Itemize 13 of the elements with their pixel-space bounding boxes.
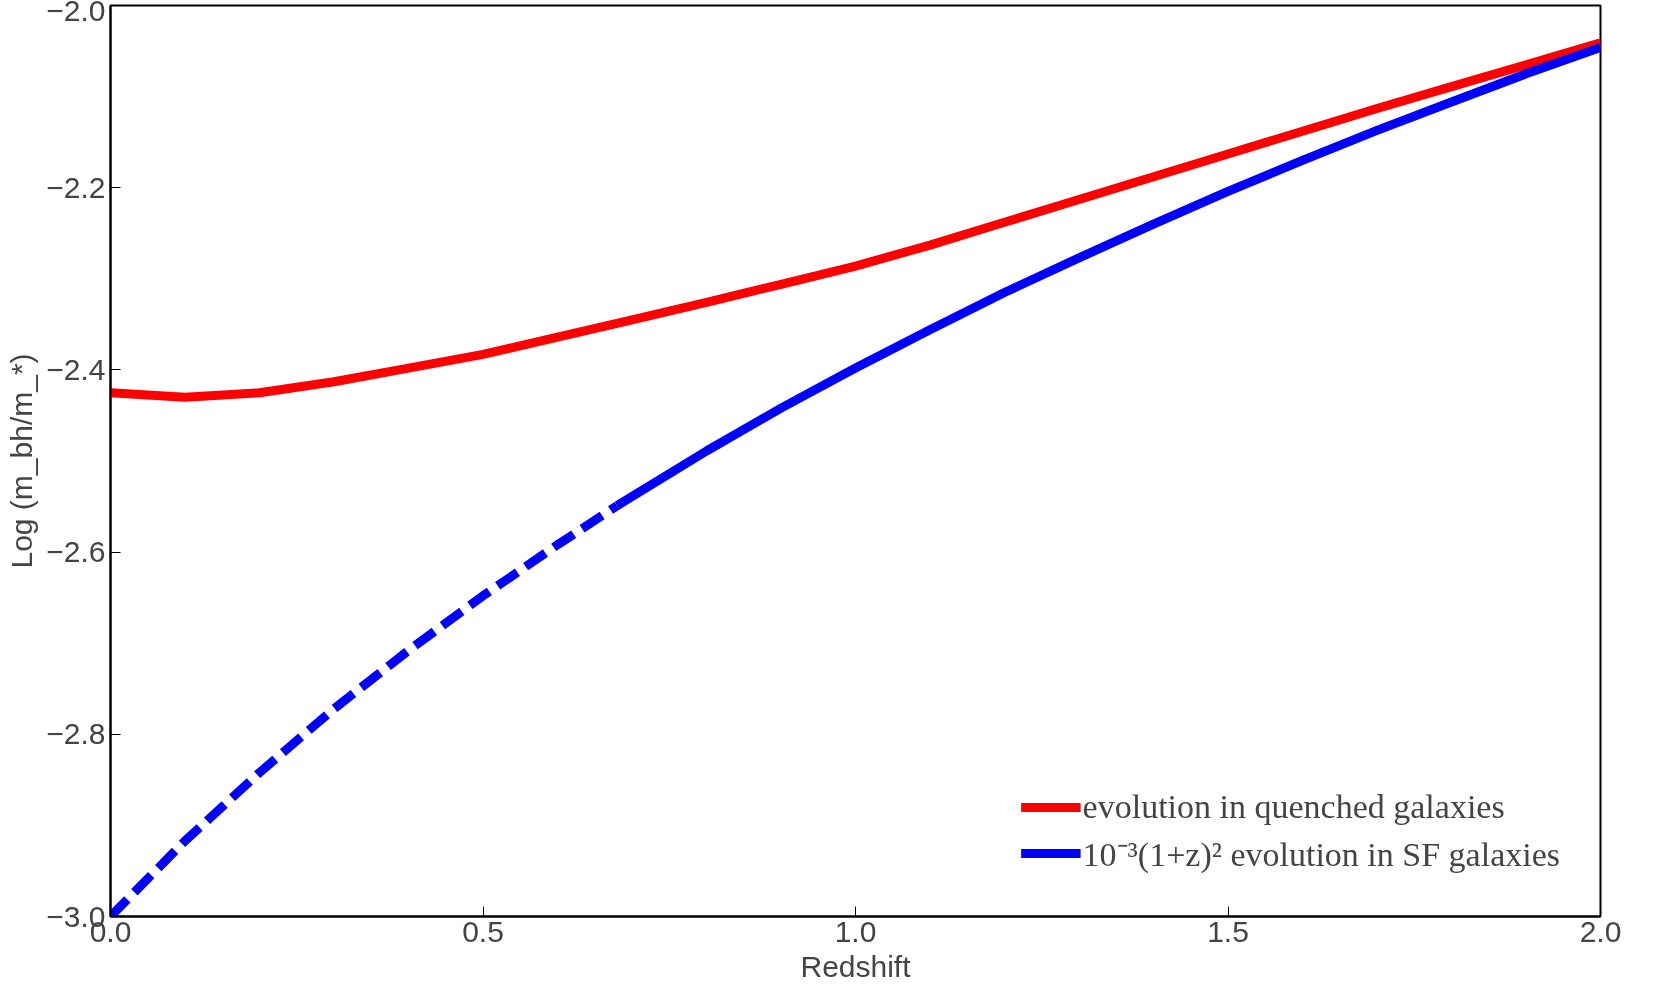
y-tick-label: −2.6 — [46, 535, 106, 569]
y-axis-title: Log (m_bh/m_*) — [5, 353, 39, 569]
legend-label: 10⁻³(1+z)² evolution in SF galaxies — [1082, 835, 1560, 875]
y-tick-label: −2.8 — [46, 717, 106, 751]
x-tick-label: 0.5 — [462, 914, 504, 948]
legend-label: evolution in quenched galaxies — [1082, 788, 1505, 826]
y-tick-label: −2.4 — [46, 352, 106, 386]
y-tick-label: −2.0 — [46, 0, 106, 27]
x-axis-title: Redshift — [800, 949, 912, 983]
y-tick-label: −2.2 — [46, 170, 106, 204]
x-tick-label: 2.0 — [1579, 914, 1622, 948]
x-tick-label: 1.5 — [1207, 914, 1249, 948]
x-tick-label: 1.0 — [834, 914, 877, 948]
